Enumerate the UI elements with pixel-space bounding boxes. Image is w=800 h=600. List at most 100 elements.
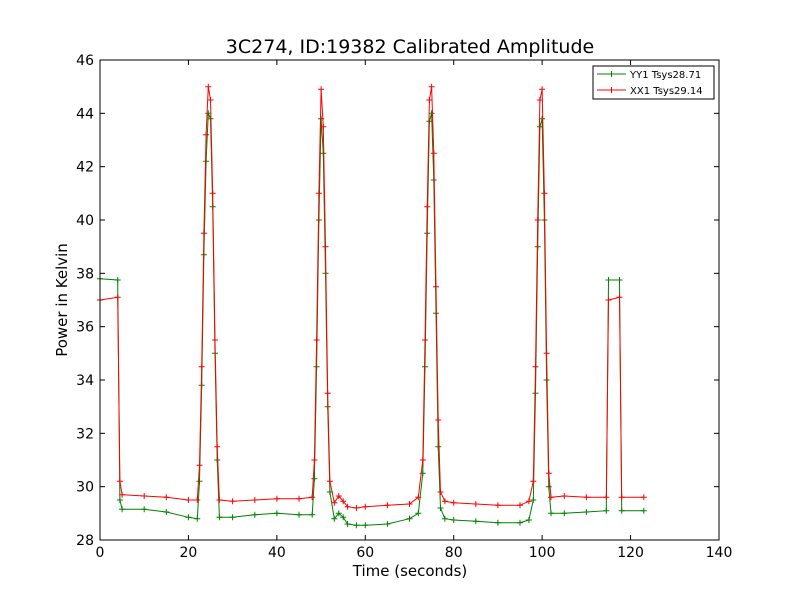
y-tick-label: 38 <box>76 266 94 282</box>
y-tick-label: 32 <box>76 426 94 442</box>
y-tick-label: 44 <box>76 106 94 122</box>
data-point <box>605 277 612 283</box>
x-tick-label: 80 <box>445 545 463 561</box>
data-point <box>229 514 236 521</box>
data-point <box>539 86 546 93</box>
data-point <box>214 443 221 450</box>
data-point <box>618 494 625 501</box>
data-point <box>640 494 647 501</box>
data-point <box>196 478 203 485</box>
data-point <box>441 515 448 522</box>
data-point <box>419 457 426 463</box>
data-point <box>406 515 413 522</box>
data-point <box>536 97 543 103</box>
data-point <box>207 97 214 103</box>
legend-label-xx1: XX1 Tsys29.14 <box>630 86 703 97</box>
data-point <box>203 158 210 165</box>
data-point <box>205 83 212 90</box>
data-point <box>583 509 590 515</box>
data-point <box>194 497 201 503</box>
x-tick-label: 140 <box>706 545 733 561</box>
legend-marker-xx1 <box>608 87 615 93</box>
data-point <box>163 509 170 515</box>
data-point <box>353 522 360 529</box>
data-point <box>114 294 121 301</box>
data-point <box>320 123 327 130</box>
data-point <box>545 470 552 477</box>
data-point <box>203 131 210 138</box>
data-point <box>640 507 647 514</box>
data-point <box>141 506 148 513</box>
legend-label-yy1: YY1 Tsys28.71 <box>629 70 701 81</box>
y-tick-label: 30 <box>76 480 94 496</box>
data-point <box>415 494 422 501</box>
data-point <box>437 505 444 511</box>
data-point <box>335 493 342 499</box>
data-point <box>229 498 236 505</box>
x-tick-label: 60 <box>356 545 374 561</box>
y-axis-label: Power in Kelvin <box>53 243 71 357</box>
data-point <box>114 277 121 283</box>
y-tick-label: 46 <box>76 53 94 69</box>
data-point <box>541 190 548 197</box>
data-point <box>209 190 216 197</box>
plot-frame <box>99 59 720 541</box>
data-point <box>196 462 203 469</box>
data-point <box>344 503 351 510</box>
data-point <box>422 337 428 343</box>
x-tick-label: 20 <box>180 545 198 561</box>
data-point <box>205 110 212 117</box>
data-point <box>494 502 501 509</box>
data-point <box>331 499 338 506</box>
data-point <box>119 491 126 498</box>
data-point <box>548 494 554 501</box>
plot-area <box>100 60 719 540</box>
data-point <box>435 417 442 423</box>
data-point <box>251 511 258 518</box>
data-point <box>561 493 568 499</box>
data-point <box>340 514 347 521</box>
data-point <box>561 510 568 517</box>
data-point <box>315 190 322 197</box>
data-point <box>530 478 537 485</box>
data-point <box>384 502 391 509</box>
data-point <box>472 501 479 507</box>
legend-entry-xx1: XX1 Tsys29.14 <box>597 86 703 97</box>
x-tick-label: 40 <box>268 545 286 561</box>
data-point <box>548 510 554 517</box>
data-point <box>296 511 302 518</box>
data-point <box>116 497 123 503</box>
data-point <box>216 514 223 521</box>
data-point <box>296 495 302 502</box>
data-point <box>415 510 422 517</box>
data-point <box>311 457 318 463</box>
data-point <box>353 505 360 511</box>
data-point <box>216 497 223 503</box>
legend-box <box>592 65 715 100</box>
data-point <box>340 498 347 505</box>
data-point <box>430 150 437 157</box>
chart-title: 3C274, ID:19382 Calibrated Amplitude <box>226 36 594 58</box>
data-point <box>441 498 448 505</box>
data-point <box>331 515 338 522</box>
x-tick-label: 120 <box>617 545 644 561</box>
data-point <box>428 83 435 90</box>
data-point <box>309 494 316 501</box>
data-point <box>494 519 501 526</box>
legend-marker-yy1 <box>608 71 615 77</box>
data-point <box>532 363 539 370</box>
data-point <box>543 350 550 357</box>
legend: YY1 Tsys28.71 XX1 Tsys29.14 <box>592 65 715 100</box>
data-point <box>119 506 126 513</box>
data-point <box>318 86 325 93</box>
data-point <box>525 517 532 523</box>
data-point <box>362 503 369 510</box>
data-point <box>435 443 442 450</box>
data-point <box>534 217 541 223</box>
data-point <box>450 499 457 506</box>
data-point <box>362 522 369 529</box>
data-point <box>424 203 431 210</box>
x-tick-label: 100 <box>529 545 556 561</box>
data-point <box>335 510 342 517</box>
